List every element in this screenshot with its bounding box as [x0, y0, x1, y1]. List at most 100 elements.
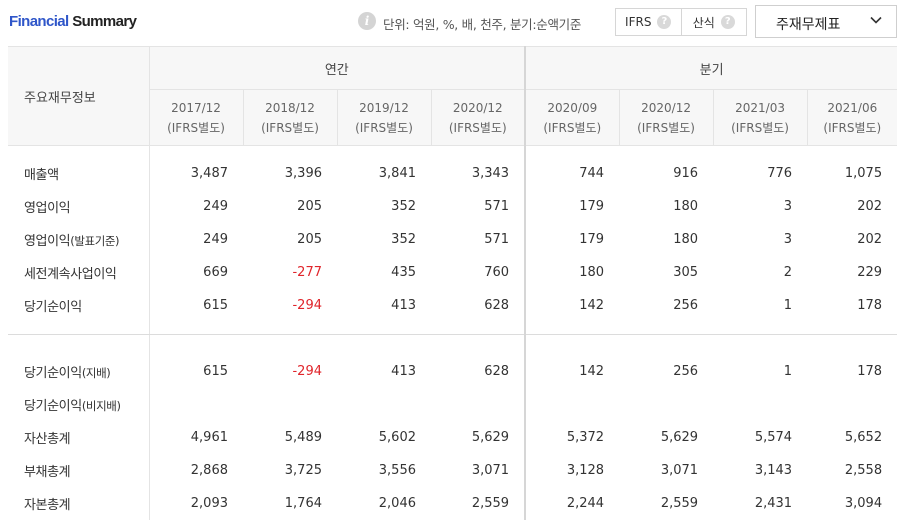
table-cell: 5,372 — [566, 430, 605, 445]
statement-type-dropdown[interactable]: 주재무제표 — [755, 5, 897, 38]
table-cell: 628 — [431, 355, 527, 388]
table-cell: 202 — [857, 199, 883, 214]
table-cell: 1,075 — [844, 166, 883, 181]
formula-label: 산식 — [692, 15, 715, 30]
period-label: 2019/12 — [359, 100, 409, 115]
table-cell: 3 — [783, 232, 793, 247]
table-row: 당기순이익(지배) 615 -294 413 628 142 256 1 178 — [8, 355, 897, 388]
corner-header: 주요재무정보 — [8, 46, 150, 146]
row-label-main: 부채총계 — [24, 465, 71, 480]
title-part-2: Summary — [72, 13, 137, 30]
ifrs-label: IFRS — [625, 15, 652, 29]
table-cell — [807, 388, 897, 421]
period-header: 2020/09 (IFRS별도) — [524, 89, 620, 146]
period-header: 2021/06 (IFRS별도) — [806, 89, 898, 146]
period-label: 2017/12 — [171, 100, 221, 115]
period-basis: (IFRS별도) — [355, 120, 413, 135]
table-cell — [243, 388, 337, 421]
row-label: 부채총계 — [8, 454, 150, 487]
table-cell: 5,652 — [844, 430, 883, 445]
row-label-main: 매출액 — [24, 168, 59, 183]
table-cell: 249 — [203, 199, 228, 214]
row-label-main: 영업이익 — [24, 201, 71, 216]
table-cell: 178 — [857, 298, 883, 313]
table-cell: 669 — [203, 265, 228, 280]
period-header: 2020/12 (IFRS별도) — [618, 89, 714, 146]
table-cell: 1 — [783, 364, 793, 379]
formula-toggle-button[interactable]: 산식 ? — [680, 9, 747, 35]
table-cell: 615 — [203, 298, 228, 313]
table-cell: 1,764 — [284, 496, 322, 511]
row-label: 영업이익 — [8, 190, 150, 223]
table-row: 당기순이익(비지배) — [8, 388, 897, 421]
row-label: 자본총계 — [8, 487, 150, 520]
period-label: 2020/12 — [452, 100, 503, 115]
table-cell — [149, 388, 243, 421]
table-cell: 229 — [857, 265, 883, 280]
row-label-sub: (비지배) — [81, 399, 121, 413]
period-header: 2020/12 (IFRS별도) — [430, 89, 527, 146]
row-label-main: 당기순이익 — [24, 300, 82, 315]
table-cell: 179 — [579, 199, 605, 214]
table-cell: 3,841 — [378, 166, 416, 181]
period-basis: (IFRS별도) — [167, 120, 225, 135]
table-cell: 249 — [203, 232, 228, 247]
table-cell: 2,046 — [378, 496, 416, 511]
table-cell: 202 — [857, 232, 883, 247]
period-basis: (IFRS별도) — [543, 120, 602, 135]
table-cell: 413 — [391, 298, 416, 313]
table-cell: 4,961 — [190, 430, 228, 445]
table-cell: 256 — [673, 364, 699, 379]
period-header: 2019/12 (IFRS별도) — [336, 89, 431, 146]
period-label: 2021/06 — [827, 100, 878, 115]
table-cell: 413 — [391, 364, 416, 379]
chevron-down-icon — [870, 16, 882, 24]
table-cell: 2,244 — [566, 496, 605, 511]
table-cell: -277 — [292, 265, 322, 280]
table-cell: 3,071 — [431, 454, 527, 487]
table-cell: 435 — [391, 265, 416, 280]
table-cell: 916 — [673, 166, 699, 181]
table-cell: -294 — [292, 298, 322, 313]
table-cell: 2,558 — [844, 463, 883, 478]
table-cell: 5,489 — [284, 430, 322, 445]
table-cell — [525, 388, 619, 421]
table-cell: 3 — [783, 199, 793, 214]
row-label: 당기순이익 — [8, 289, 150, 322]
table-cell: 180 — [579, 265, 605, 280]
basis-toggle: IFRS ? 산식 ? — [615, 8, 747, 36]
section-title: Financial Summary — [9, 13, 137, 30]
table-cell: 571 — [431, 223, 527, 256]
table-cell: 142 — [579, 364, 605, 379]
table-cell: 3,094 — [844, 496, 883, 511]
table-row: 영업이익(발표기준) 249 205 352 571 179 180 3 202 — [8, 223, 897, 256]
table-row: 당기순이익 615 -294 413 628 142 256 1 178 — [8, 289, 897, 322]
financial-summary-header: Financial Summary i 단위: 억원, %, 배, 천주, 분기… — [0, 0, 905, 46]
info-icon[interactable]: i — [358, 12, 376, 30]
table-row: 자산총계 4,961 5,489 5,602 5,629 5,372 5,629 5,574 5… — [8, 421, 897, 454]
period-basis: (IFRS별도) — [637, 120, 695, 135]
table-cell: 3,143 — [754, 463, 793, 478]
table-row: 자본총계 2,093 1,764 2,046 2,559 2,244 2,559 2,431 3… — [8, 487, 897, 520]
row-label-sub: (발표기준) — [70, 234, 120, 248]
title-part-1: Financial — [9, 13, 69, 30]
table-cell: 2,093 — [190, 496, 228, 511]
period-basis: (IFRS별도) — [731, 120, 789, 135]
dropdown-selected-value: 주재무제표 — [776, 17, 841, 33]
table-cell: 615 — [203, 364, 228, 379]
ifrs-toggle-button[interactable]: IFRS ? — [616, 9, 681, 35]
period-basis: (IFRS별도) — [823, 120, 882, 135]
unit-description: 단위: 억원, %, 배, 천주, 분기:순액기준 — [383, 17, 582, 32]
row-label-main: 영업이익 — [24, 234, 71, 249]
table-cell: 3,396 — [284, 166, 322, 181]
financial-summary-table: 주요재무정보 연간 분기 2017/12 (IFRS별도) 2018/12 (IFRS… — [8, 46, 898, 520]
table-cell: 352 — [391, 232, 416, 247]
table-cell: 3,556 — [378, 463, 416, 478]
table-cell: 5,629 — [431, 421, 527, 454]
table-cell: 760 — [431, 256, 527, 289]
help-icon[interactable]: ? — [720, 15, 735, 29]
table-cell: 3,487 — [190, 166, 228, 181]
help-icon[interactable]: ? — [657, 15, 672, 29]
row-label-main: 세전계속사업이익 — [24, 267, 117, 282]
period-header: 2017/12 (IFRS별도) — [149, 89, 243, 146]
